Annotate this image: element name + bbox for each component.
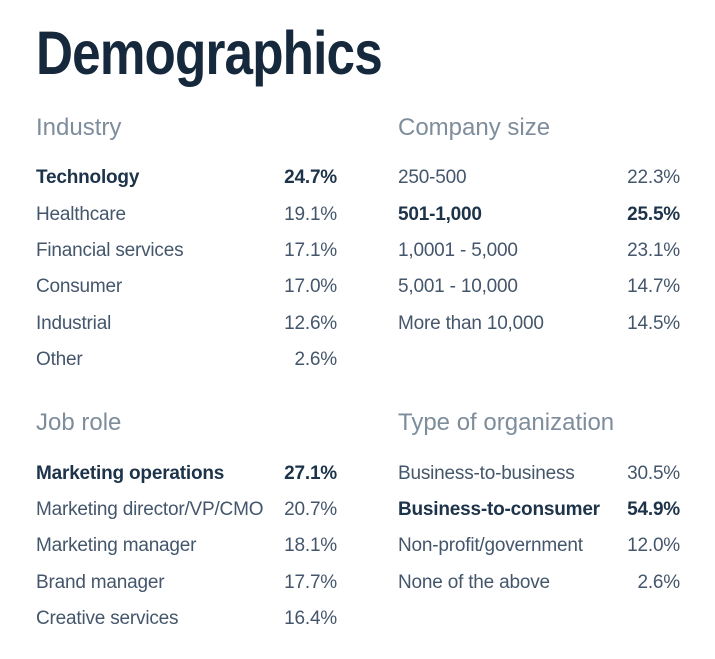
stat-value: 24.7% <box>284 167 337 189</box>
stat-label: Business-to-business <box>398 462 575 484</box>
stat-label: More than 10,000 <box>398 312 544 334</box>
stat-value: 14.7% <box>627 276 680 298</box>
section-title: Type of organization <box>398 409 615 437</box>
stat-label: Marketing manager <box>36 535 197 557</box>
section-rows: Technology 24.7% Healthcare 19.1% Financ… <box>36 160 337 378</box>
stat-row: 5,001 - 10,000 14.7% <box>398 269 680 305</box>
stat-label: Healthcare <box>36 203 126 225</box>
stat-row: 250-500 22.3% <box>398 160 680 196</box>
stat-row: Business-to-consumer 54.9% <box>398 492 680 528</box>
stat-row: 501-1,000 25.5% <box>398 196 680 232</box>
stat-value: 12.6% <box>284 312 337 334</box>
sections-grid: Industry Technology 24.7% Healthcare 19.… <box>36 113 681 637</box>
stat-value: 54.9% <box>627 498 680 520</box>
stat-label: Marketing operations <box>36 462 225 484</box>
stat-row: Healthcare 19.1% <box>36 196 337 232</box>
stat-label: 250-500 <box>398 167 467 189</box>
stat-label: 1,0001 - 5,000 <box>398 239 518 261</box>
stat-value: 27.1% <box>284 462 337 484</box>
stat-value: 16.4% <box>284 608 337 630</box>
stat-label: Industrial <box>36 312 112 334</box>
section-company-size: Company size 250-500 22.3% 501-1,000 25.… <box>398 113 680 342</box>
stat-value: 12.0% <box>627 535 680 557</box>
stat-label: Non-profit/government <box>398 535 583 557</box>
stat-label: Technology <box>36 167 140 189</box>
stat-row: Marketing manager 18.1% <box>36 528 337 564</box>
stat-value: 20.7% <box>284 498 337 520</box>
stat-row: Other 2.6% <box>36 342 337 378</box>
page-title: Demographics <box>36 19 383 87</box>
stat-value: 18.1% <box>284 535 337 557</box>
stat-row: Non-profit/government 12.0% <box>398 528 680 564</box>
stat-value: 2.6% <box>637 571 680 593</box>
stat-row: Creative services 16.4% <box>36 601 337 637</box>
section-job-role: Job role Marketing operations 27.1% Mark… <box>36 408 337 637</box>
stat-row: More than 10,000 14.5% <box>398 306 680 342</box>
section-title: Company size <box>398 114 551 141</box>
stat-row: Business-to-business 30.5% <box>398 455 680 491</box>
stat-row: Financial services 17.1% <box>36 233 337 269</box>
stat-value: 30.5% <box>627 462 680 484</box>
stat-label: Brand manager <box>36 571 165 593</box>
stat-row: Marketing operations 27.1% <box>36 455 337 491</box>
stat-value: 17.1% <box>284 239 337 261</box>
stat-value: 22.3% <box>627 167 680 189</box>
stat-label: Marketing director/VP/CMO <box>36 498 264 520</box>
stat-label: Creative services <box>36 608 179 630</box>
stat-label: 5,001 - 10,000 <box>398 276 518 298</box>
stat-label: Financial services <box>36 239 184 261</box>
stat-row: None of the above 2.6% <box>398 565 680 601</box>
stat-value: 2.6% <box>294 349 337 371</box>
stat-row: Consumer 17.0% <box>36 269 337 305</box>
stat-value: 17.7% <box>284 571 337 593</box>
stat-value: 14.5% <box>627 312 680 334</box>
stat-row: Marketing director/VP/CMO 20.7% <box>36 492 337 528</box>
stat-label: 501-1,000 <box>398 203 482 225</box>
section-rows: 250-500 22.3% 501-1,000 25.5% 1,0001 - 5… <box>398 160 680 342</box>
stat-label: Business-to-consumer <box>398 498 600 520</box>
stat-row: Technology 24.7% <box>36 160 337 196</box>
stat-label: Consumer <box>36 276 123 298</box>
stat-label: None of the above <box>398 571 550 593</box>
stat-row: Brand manager 17.7% <box>36 565 337 601</box>
section-rows: Marketing operations 27.1% Marketing dir… <box>36 455 337 637</box>
stat-row: Industrial 12.6% <box>36 306 337 342</box>
section-title: Job role <box>36 409 122 437</box>
section-type-of-organization: Type of organization Business-to-busines… <box>398 408 680 601</box>
stat-value: 19.1% <box>284 203 337 225</box>
section-rows: Business-to-business 30.5% Business-to-c… <box>398 455 680 601</box>
stat-value: 17.0% <box>284 276 337 298</box>
stat-label: Other <box>36 349 83 371</box>
section-industry: Industry Technology 24.7% Healthcare 19.… <box>36 113 337 378</box>
stat-value: 25.5% <box>627 203 680 225</box>
section-title: Industry <box>36 114 122 141</box>
stat-value: 23.1% <box>627 239 680 261</box>
stat-row: 1,0001 - 5,000 23.1% <box>398 233 680 269</box>
